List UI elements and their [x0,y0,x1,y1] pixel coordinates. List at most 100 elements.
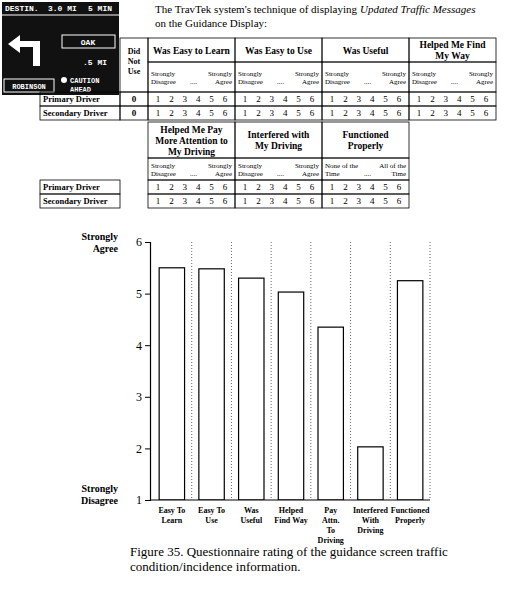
scale-number: 2 [430,108,435,118]
text-line: Strongly [208,162,233,170]
table-cell [235,106,322,120]
scale-high: StronglyAgree [469,70,494,86]
scale-number: 5 [383,182,388,192]
tick-label: 3 [136,390,142,404]
cross-street-box [4,79,54,92]
header-tail: on the Guidance Display: [155,17,267,29]
tick: InterferedWithDriving [353,500,389,535]
scale-number: 6 [310,108,315,118]
table-cell [322,180,409,194]
scale-number: 5 [209,196,214,206]
text-line: Properly [395,516,425,525]
scale-high: StronglyAgree [208,162,233,178]
text-line: Agree [215,78,232,86]
bars [159,268,423,500]
scale-number: 4 [370,108,375,118]
scale-number: 1 [156,182,161,192]
scale-dots: .... [364,78,371,86]
tick: WasUseful [240,500,263,525]
chart: 123456StronglyAgreeStronglyDisagreeEasy … [81,231,430,545]
tick: Easy ToUse [198,500,225,525]
tick: HelpedFind Way [274,500,307,525]
display-text: CAUTION [70,77,99,85]
y-axis: 123456 [136,235,151,507]
tick-mark [145,500,150,501]
scale-number: 1 [243,182,248,192]
text-line: Functioned [391,506,430,515]
did-not-use-value: 0 [132,94,137,104]
scale-number: 4 [283,94,288,104]
scale-number: 2 [169,94,174,104]
text-line: Disagree [325,78,350,86]
text-line: condition/incidence information. [130,559,300,574]
scale-low: None of theTime [325,162,358,178]
text-line: Was Useful [343,46,389,56]
scale-number: 5 [296,94,301,104]
scale-number: 1 [243,94,248,104]
scale-dots: .... [277,170,284,178]
header-emphasis: Updated Traffic Messages [360,3,476,15]
guidance-display: DESTIN.3.0 MI5 MINOAK.5 MIROBINSONCAUTIO… [2,2,119,95]
scale-number: 1 [156,108,161,118]
scale-number: 2 [343,94,348,104]
scale-number: 3 [270,108,275,118]
text-line: Time [391,170,406,178]
column-header: DidNotUse [128,47,141,76]
category-separator [271,242,272,500]
caption: Figure 35. Questionnaire rating of the g… [130,544,448,574]
display-text: ROBINSON [12,83,46,91]
text-line: Disagree [151,78,176,86]
text-line: Strongly [295,162,320,170]
row-label: Primary Driver [43,182,100,192]
text-line: Was Easy to Learn [153,46,231,56]
scale-number: 4 [370,196,375,206]
tick-label: FunctionedProperly [391,506,430,525]
table-cell [322,38,409,62]
scale-number: 4 [370,182,375,192]
scale-low: StronglyDisagree [151,70,176,86]
scale-low: StronglyDisagree [238,162,263,178]
text-line: Strongly [151,70,176,78]
tick-mark [145,397,150,398]
tick-label: Easy ToUse [198,506,225,525]
text-line: Agree [476,78,493,86]
text-line: Find Way [274,516,307,525]
table-cell [148,158,235,180]
table-cell [148,122,235,158]
tick-label: Easy ToLearn [158,506,185,525]
turn-arrow [8,35,40,66]
scale-low: StronglyDisagree [412,70,437,86]
text-line: None of the [325,162,358,170]
table-cell [148,180,235,194]
text-line: Not [128,57,141,66]
scale-number: 2 [169,182,174,192]
tick: 3 [136,390,150,404]
scale-number: 2 [256,196,261,206]
x-axis: Easy ToLearn Easy ToUse WasUseful HelpedFin… [150,500,430,545]
tick: 4 [136,339,150,353]
table-cell [148,194,235,208]
text-line: Disagree [81,495,119,506]
text-line: Agree [215,170,232,178]
scale-number: 2 [169,196,174,206]
scale-number: 2 [256,182,261,192]
table-cell [322,194,409,208]
text-line: Disagree [238,170,263,178]
scale-number: 3 [183,182,188,192]
display-background [2,2,119,95]
scale-number: 4 [457,94,462,104]
scale-dots: .... [190,170,197,178]
text-line: Helped [279,506,304,515]
questionnaire-table: Primary DriverSecondary DriverDidNotUse0… [40,38,496,208]
scale-number: 6 [397,196,402,206]
text-line: Helped Me Find [420,40,487,50]
scale-number: 6 [484,108,489,118]
scale-number: 2 [343,108,348,118]
scale-number: 2 [343,196,348,206]
text-line: Strongly [469,70,494,78]
scale-number: 1 [156,94,161,104]
text-line: Agree [302,78,319,86]
scale-number: 4 [196,94,201,104]
bar [397,281,422,500]
bar [199,269,224,500]
